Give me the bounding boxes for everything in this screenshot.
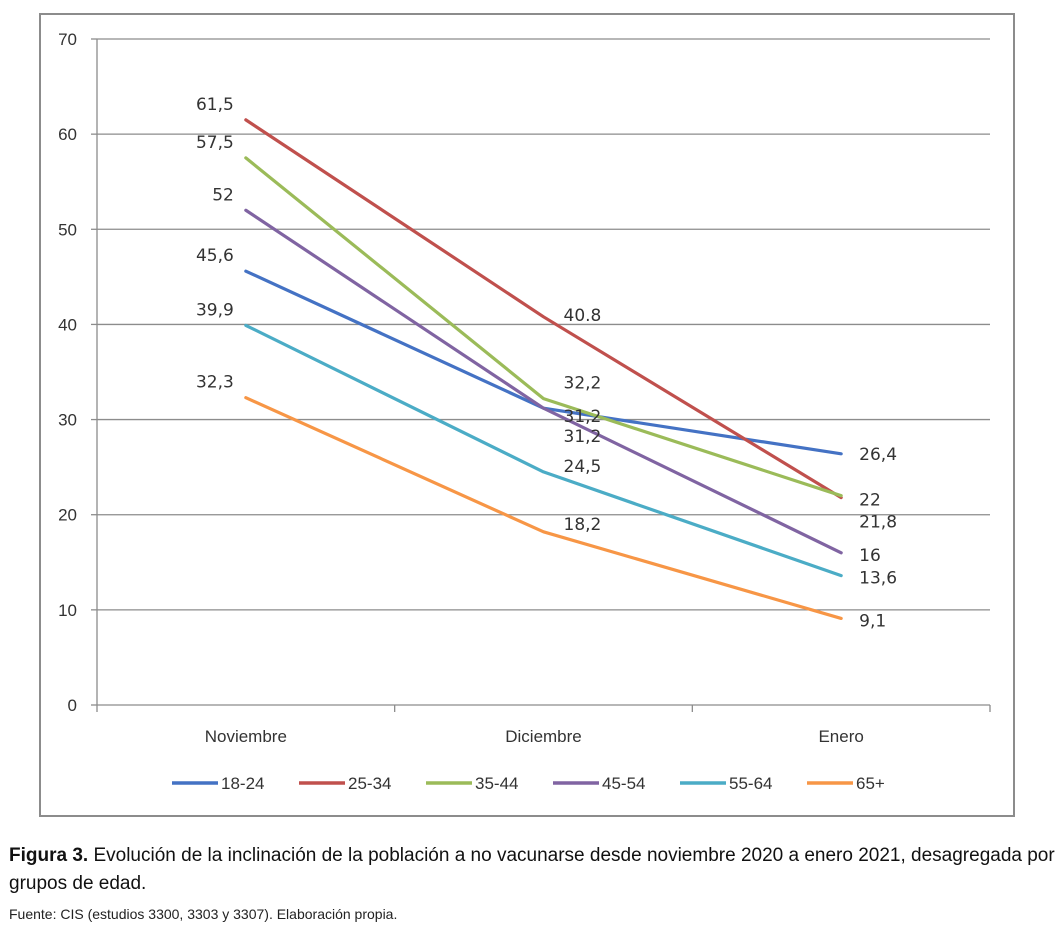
data-label: 18,2 — [564, 515, 602, 535]
data-label: 40.8 — [564, 306, 602, 326]
legend-label-45-54: 45-54 — [602, 774, 645, 793]
data-label: 9,1 — [859, 611, 886, 631]
y-tick-label: 60 — [58, 125, 77, 144]
data-label: 24,5 — [564, 457, 602, 477]
data-label: 57,5 — [196, 133, 234, 153]
caption-text: Evolución de la inclinación de la poblac… — [9, 845, 1055, 894]
y-tick-label: 70 — [58, 30, 77, 49]
series-line-35-44 — [244, 156, 843, 498]
series-line-18-24 — [244, 269, 843, 456]
data-label: 16 — [859, 546, 881, 566]
y-tick-label: 10 — [58, 601, 77, 620]
series-line-65+ — [244, 396, 843, 621]
data-label: 26,4 — [859, 445, 897, 465]
legend-label-18-24: 18-24 — [221, 774, 264, 793]
y-tick-label: 30 — [58, 411, 77, 430]
gridlines — [97, 38, 990, 611]
data-label: 45,6 — [196, 246, 234, 266]
chart-frame — [39, 13, 1015, 817]
legend-label-65+: 65+ — [856, 774, 885, 793]
legend-label-55-64: 55-64 — [729, 774, 772, 793]
figure-label: Figura 3. — [9, 845, 89, 866]
data-label: 31,2 — [564, 407, 602, 427]
data-label: 31,2 — [564, 427, 602, 447]
series-line-45-54 — [244, 208, 843, 555]
data-label: 39,9 — [196, 300, 234, 320]
series-lines — [244, 118, 843, 621]
data-label: 32,2 — [564, 374, 602, 394]
y-tick-label: 20 — [58, 506, 77, 525]
x-tick-label: Diciembre — [505, 727, 582, 746]
figure-caption: Figura 3. Evolución de la inclinación de… — [9, 842, 1057, 898]
data-label: 32,3 — [196, 373, 234, 393]
data-label: 52 — [212, 185, 234, 205]
legend: 18-24 25-34 35-44 45-54 55-64 65+ — [172, 774, 885, 793]
data-label: 22 — [859, 491, 881, 511]
y-tick-label: 50 — [58, 220, 77, 239]
axes: 0 10 20 30 40 50 60 70 Noviembre Diciembre Enero — [58, 30, 991, 746]
data-labels: 45,6 31,2 26,4 61,5 40.8 21,8 57,5 32,2 22 52 31,2… — [196, 95, 897, 632]
x-tick-label: Noviembre — [205, 727, 287, 746]
x-tick-label: Enero — [818, 727, 863, 746]
legend-label-35-44: 35-44 — [475, 774, 518, 793]
data-label: 21,8 — [859, 513, 897, 533]
data-label: 61,5 — [196, 95, 234, 115]
y-tick-label: 40 — [58, 315, 77, 334]
data-label: 13,6 — [859, 569, 897, 589]
series-line-55-64 — [244, 323, 843, 578]
series-line-25-34 — [244, 118, 843, 500]
source-note: Fuente: CIS (estudios 3300, 3303 y 3307)… — [9, 906, 398, 922]
legend-label-25-34: 25-34 — [348, 774, 391, 793]
y-tick-label: 0 — [68, 696, 77, 715]
line-chart: 0 10 20 30 40 50 60 70 Noviembre Diciembre Enero 4… — [58, 30, 991, 793]
